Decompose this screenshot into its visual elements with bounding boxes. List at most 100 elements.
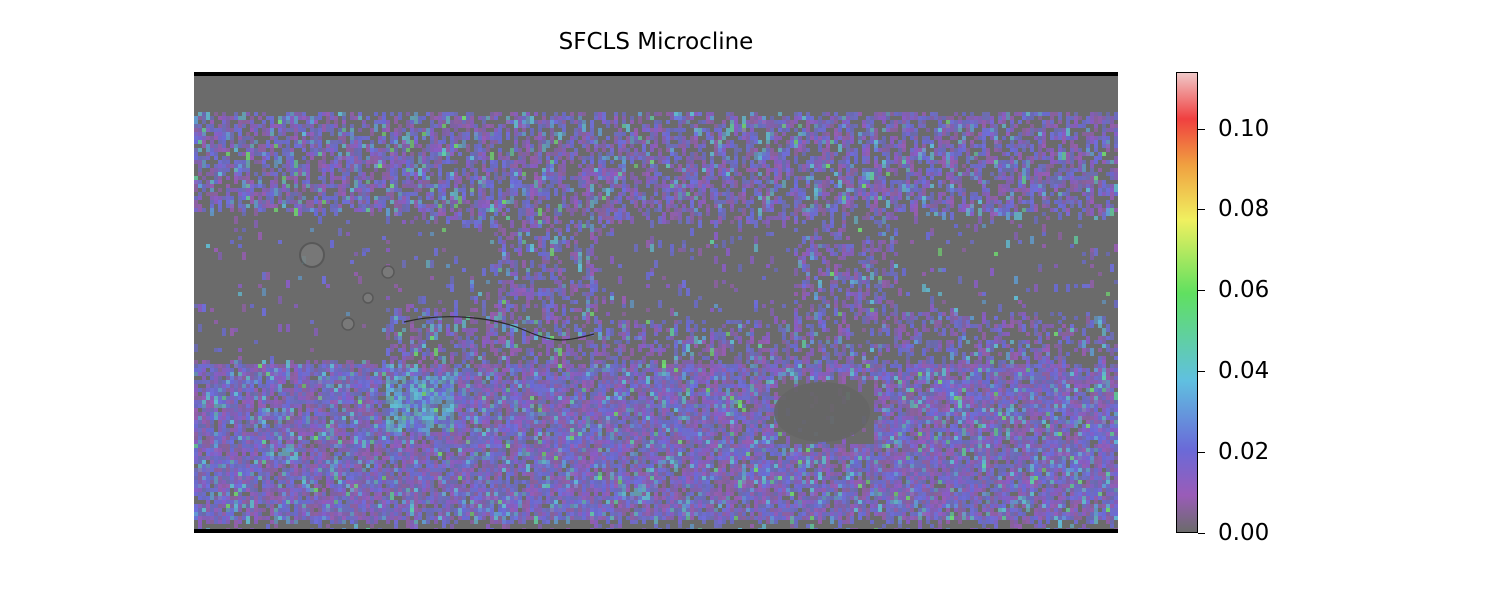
abundance-pixel [866,340,870,344]
abundance-pixel [414,344,418,348]
abundance-pixel [422,176,426,180]
abundance-pixel [758,124,762,128]
abundance-pixel [582,112,586,116]
abundance-pixel [1082,348,1086,356]
abundance-pixel [758,164,762,168]
abundance-pixel [470,296,474,300]
abundance-pixel [578,180,582,184]
abundance-pixel [1002,204,1006,208]
abundance-pixel [442,248,446,252]
abundance-pixel [698,180,702,188]
abundance-pixel [950,156,954,160]
abundance-pixel [1078,124,1082,128]
abundance-pixel [270,132,274,136]
abundance-pixel [546,120,550,128]
abundance-pixel [766,220,770,228]
abundance-pixel [882,308,886,316]
abundance-pixel [1030,180,1034,184]
abundance-pixel [890,192,894,196]
abundance-pixel [810,304,814,308]
abundance-pixel [882,152,886,156]
abundance-pixel [1066,136,1070,140]
abundance-pixel [914,180,918,184]
abundance-pixel [1102,152,1106,156]
abundance-pixel [522,124,526,128]
abundance-pixel [1066,196,1070,200]
abundance-pixel [1082,152,1086,156]
abundance-pixel [590,344,594,348]
abundance-pixel [514,132,518,136]
abundance-pixel [958,204,962,208]
abundance-pixel [282,128,286,136]
abundance-pixel [934,348,938,352]
abundance-pixel [542,144,546,152]
abundance-pixel [906,192,910,196]
abundance-pixel [1038,132,1042,136]
abundance-pixel [718,172,722,176]
abundance-pixel [318,192,322,196]
abundance-pixel [1114,148,1118,152]
abundance-pixel [846,176,850,180]
abundance-pixel [678,284,682,288]
abundance-pixel [618,332,622,336]
abundance-pixel [514,140,518,144]
abundance-pixel [638,324,642,328]
abundance-pixel [1018,188,1022,192]
abundance-pixel [726,320,730,324]
abundance-pixel [286,176,290,180]
abundance-pixel [942,192,946,196]
abundance-pixel [482,340,486,348]
abundance-pixel [962,192,966,196]
abundance-pixel [1026,340,1030,344]
abundance-pixel [646,240,650,248]
abundance-pixel [894,196,898,200]
abundance-pixel [778,136,782,140]
abundance-pixel [262,152,266,156]
abundance-pixel [966,152,970,156]
abundance-pixel [954,168,958,172]
abundance-pixel [1046,336,1050,340]
abundance-pixel [474,144,478,148]
abundance-pixel [354,116,358,120]
abundance-pixel [1042,156,1046,160]
abundance-pixel [406,112,410,116]
abundance-pixel [502,296,506,300]
abundance-pixel [410,340,414,344]
abundance-pixel [918,180,922,184]
abundance-pixel [1038,340,1042,344]
abundance-pixel [366,200,370,208]
abundance-pixel [402,220,406,224]
abundance-pixel [582,140,586,144]
abundance-pixel [810,284,814,292]
abundance-pixel [346,200,350,204]
abundance-pixel [502,316,506,320]
abundance-pixel [806,316,810,320]
abundance-pixel [386,296,390,300]
abundance-pixel [426,320,430,324]
abundance-pixel [310,200,314,204]
abundance-pixel [666,120,670,124]
abundance-pixel [874,344,878,348]
abundance-pixel [554,264,558,272]
abundance-pixel [502,124,506,128]
abundance-pixel [846,296,850,300]
abundance-pixel [970,316,974,320]
abundance-pixel [530,336,534,340]
abundance-pixel [974,224,978,232]
abundance-pixel [498,348,502,352]
abundance-pixel [566,316,570,320]
abundance-pixel [498,236,502,244]
abundance-pixel [922,156,926,160]
abundance-pixel [778,128,782,132]
abundance-pixel [1106,116,1110,120]
abundance-pixel [870,312,874,320]
abundance-pixel [770,356,774,360]
abundance-pixel [1058,176,1062,180]
abundance-pixel [562,188,566,192]
abundance-pixel [966,116,970,120]
abundance-pixel [822,136,826,140]
abundance-pixel [362,360,366,364]
abundance-pixel [690,172,694,176]
abundance-pixel [862,184,866,188]
abundance-pixel [714,192,718,200]
